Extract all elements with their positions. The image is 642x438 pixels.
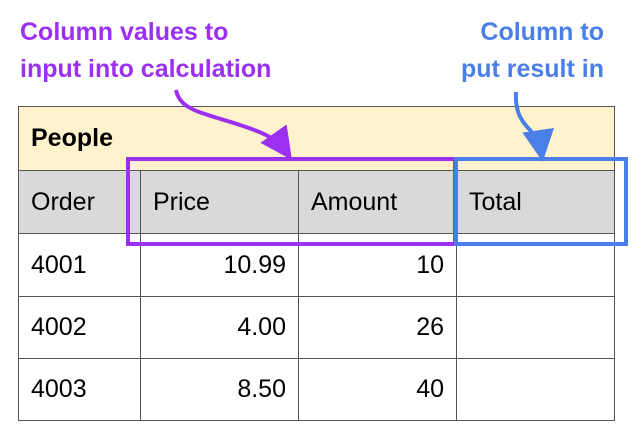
highlight-input-columns	[126, 157, 457, 246]
arrow-blue	[513, 91, 555, 162]
table-cell	[456, 296, 615, 359]
table-cell: 8.50	[140, 358, 299, 421]
header-cell: Total	[456, 170, 615, 234]
highlight-result-column	[454, 157, 628, 246]
arrow-purple	[174, 89, 292, 160]
annotation-line: input into calculation	[20, 55, 272, 83]
table-cell: 4002	[18, 296, 141, 359]
annotation-line: Column values to	[20, 18, 229, 46]
annotation-line: Column to	[480, 18, 604, 46]
annotation-purple: Column values to input into calculation	[20, 14, 271, 88]
table-cell: 4003	[18, 358, 141, 421]
table-cell: 4001	[18, 233, 141, 297]
table-cell	[456, 358, 615, 421]
annotation-line: put result in	[460, 55, 604, 83]
table-cell: 4.00	[140, 296, 299, 359]
annotation-blue: Column to put result in	[461, 14, 604, 88]
